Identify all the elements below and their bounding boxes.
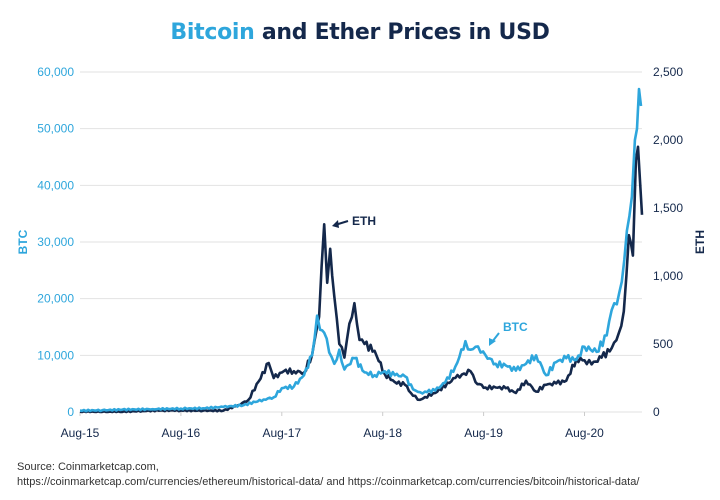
annotations: ETH BTC: [332, 214, 528, 346]
chart-title-rest: and Ether Prices in USD: [254, 20, 550, 45]
y-axis-left-label: BTC: [16, 229, 30, 254]
x-tick-label: Aug-17: [262, 426, 301, 440]
source-note: Source: Coinmarketcap.com, https://coinm…: [17, 460, 639, 490]
series-lines: [79, 87, 644, 414]
y-right-tick-label: 2,500: [653, 65, 683, 79]
chart-title: Bitcoin and Ether Prices in USD: [0, 20, 720, 45]
eth-annotation-label: ETH: [352, 214, 376, 228]
source-line-2: https://coinmarketcap.com/currencies/eth…: [17, 476, 640, 488]
y-left-tick-label: 20,000: [37, 292, 74, 306]
y-right-tick-label: 1,000: [653, 269, 683, 283]
y-right-tick-label: 500: [653, 337, 673, 351]
y-left-tick-label: 0: [67, 405, 74, 419]
y-axis-left: 0 10,000 20,000 30,000 40,000 50,000 60,000: [37, 65, 74, 419]
source-line-1: Source: Coinmarketcap.com,: [17, 461, 159, 473]
y-right-tick-label: 2,000: [653, 133, 683, 147]
x-tick-label: Aug-18: [363, 426, 402, 440]
x-tick-label: Aug-19: [464, 426, 503, 440]
series-line-btc: [79, 87, 643, 413]
y-left-tick-label: 10,000: [37, 348, 74, 362]
x-tick-label: Aug-20: [565, 426, 604, 440]
y-left-tick-label: 50,000: [37, 122, 74, 136]
btc-annotation-arrowhead: [489, 338, 496, 346]
grid-lines: [80, 71, 642, 413]
y-axis-right: 0 500 1,000 1,500 2,000 2,500: [653, 65, 683, 419]
y-axis-right-label: ETH: [693, 230, 707, 254]
y-right-tick-label: 1,500: [653, 201, 683, 215]
chart-title-accent: Bitcoin: [170, 20, 255, 45]
x-axis: Aug-15 Aug-16 Aug-17 Aug-18 Aug-19 Aug-20: [61, 412, 604, 440]
x-tick-label: Aug-15: [61, 426, 100, 440]
y-left-tick-label: 60,000: [37, 65, 74, 79]
y-left-tick-label: 40,000: [37, 178, 74, 192]
y-left-tick-label: 30,000: [37, 235, 74, 249]
eth-annotation-arrowhead: [332, 220, 339, 228]
x-tick-label: Aug-16: [162, 426, 201, 440]
y-right-tick-label: 0: [653, 405, 660, 419]
btc-annotation-label: BTC: [503, 320, 528, 334]
series-line-eth: [79, 145, 644, 414]
